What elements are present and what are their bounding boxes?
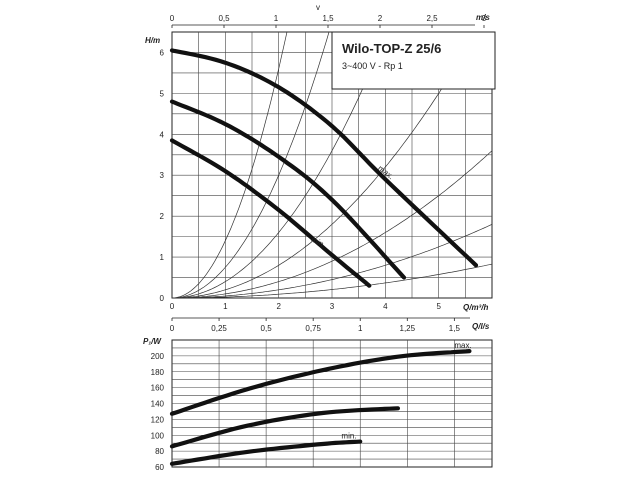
system-curve	[172, 263, 492, 298]
top-y-tick-label: 3	[160, 171, 165, 180]
pump-head-curve	[169, 99, 407, 280]
velocity-tick-label: 3	[482, 14, 487, 23]
system-curve	[172, 32, 330, 298]
top-x-tick-label: 5	[436, 302, 441, 311]
system-curves-layer	[172, 32, 492, 298]
grid-layer	[171, 24, 493, 468]
top-x-tick-label: 2	[276, 302, 281, 311]
bottom-x-tick-label: 1,5	[449, 324, 461, 333]
top-x-tick-label: 4	[383, 302, 388, 311]
top-x-tick-label: 1	[223, 302, 228, 311]
system-curve	[172, 150, 492, 298]
bottom-x-tick-label: 1,25	[400, 324, 416, 333]
title-box	[331, 31, 496, 90]
power-label-min: min.	[341, 431, 356, 440]
bottom-y-tick-label: 200	[151, 352, 165, 361]
bottom-x-tick-label: 0,75	[305, 324, 321, 333]
bottom-y-tick-label: 120	[151, 415, 165, 424]
top-x-tick-label: 0	[170, 302, 175, 311]
bottom-x-tick-label: 0,25	[211, 324, 227, 333]
bottom-y-axis-label: P₁/W	[143, 337, 162, 346]
power-curve	[169, 439, 363, 466]
system-curve	[172, 32, 388, 298]
bottom-x-axis-label: Q/l/s	[472, 322, 490, 331]
velocity-tick-label: 2,5	[426, 14, 438, 23]
bottom-x-tick-label: 1	[358, 324, 363, 333]
system-curve	[172, 223, 492, 298]
chart-title: Wilo-TOP-Z 25/6	[342, 41, 441, 56]
bottom-y-tick-label: 140	[151, 400, 165, 409]
system-curve	[172, 32, 288, 298]
bottom-y-tick-label: 180	[151, 368, 165, 377]
power-curve	[169, 406, 400, 449]
bottom-y-tick-label: 60	[155, 463, 164, 472]
power-label-max: max.	[454, 341, 471, 350]
top-y-tick-label: 5	[160, 89, 165, 98]
top-y-tick-label: 4	[160, 130, 165, 139]
bottom-y-tick-label: 80	[155, 447, 164, 456]
bottom-y-tick-label: 160	[151, 384, 165, 393]
chart-subtitle: 3~400 V - Rp 1	[342, 61, 403, 71]
performance-curves-layer	[169, 48, 479, 466]
pump-head-curve	[169, 48, 479, 268]
top-y-axis-label: H/m	[145, 36, 160, 45]
velocity-tick-label: 2	[378, 14, 383, 23]
power-curve	[169, 349, 472, 416]
velocity-tick-label: 1	[274, 14, 279, 23]
top-x-tick-label: 3	[330, 302, 335, 311]
top-y-tick-label: 6	[160, 48, 165, 57]
bottom-x-tick-label: 0	[170, 324, 175, 333]
bottom-x-tick-label: 0,5	[261, 324, 273, 333]
top-y-tick-label: 1	[160, 253, 165, 262]
velocity-tick-label: 0	[170, 14, 175, 23]
velocity-axis-symbol: v	[316, 3, 320, 12]
top-y-tick-label: 2	[160, 212, 165, 221]
velocity-tick-label: 0,5	[218, 14, 230, 23]
top-y-tick-label: 0	[160, 294, 165, 303]
system-curve	[172, 32, 477, 298]
velocity-axis-label: m/s	[476, 13, 490, 22]
top-x-axis-label: Q/m³/h	[463, 303, 488, 312]
velocity-tick-label: 1,5	[322, 14, 334, 23]
pump-head-curve	[169, 138, 372, 288]
bottom-y-tick-label: 100	[151, 431, 165, 440]
